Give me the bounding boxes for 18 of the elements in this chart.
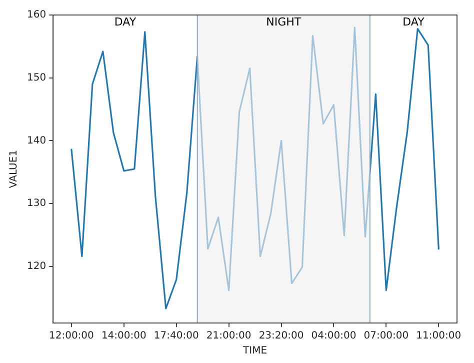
x-tick-label: 14:00:00	[101, 330, 146, 342]
x-tick-label: 17:40:00	[154, 330, 199, 342]
y-tick-label: 140	[26, 135, 46, 146]
y-tick-label: 120	[26, 261, 46, 272]
x-tick-label: 11:00:00	[416, 330, 462, 342]
x-tick-label: 23:20:00	[258, 330, 304, 342]
annotation: NIGHT	[266, 15, 302, 28]
x-tick-label: 04:00:00	[311, 330, 356, 342]
x-axis-title: TIME	[242, 346, 268, 357]
y-tick-label: 160	[26, 10, 46, 21]
y-tick-label: 130	[26, 198, 46, 210]
y-tick-label: 150	[26, 72, 46, 84]
x-tick-label: 21:00:00	[206, 330, 252, 342]
x-tick-label: 12:00:00	[48, 330, 94, 342]
annotation: DAY	[114, 15, 136, 28]
y-axis-title: VALUE1	[8, 150, 20, 188]
annotation: DAY	[402, 15, 425, 28]
x-tick-label: 07:00:00	[364, 330, 409, 342]
